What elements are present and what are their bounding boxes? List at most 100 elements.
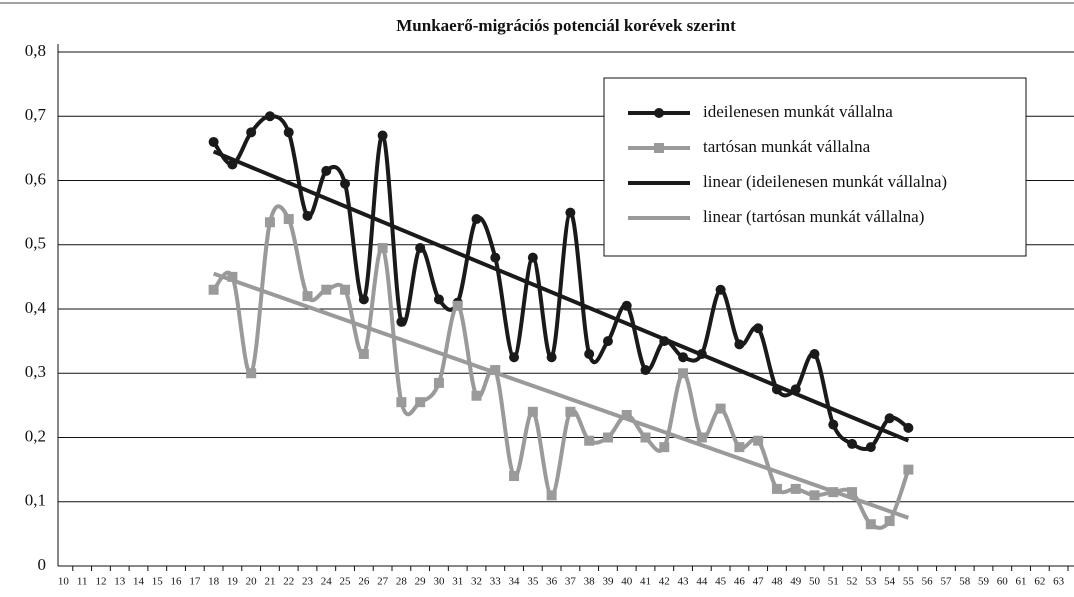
marker: [602, 336, 613, 347]
marker: [246, 368, 257, 379]
x-tick-label: 33: [490, 576, 502, 588]
marker: [790, 384, 801, 395]
marker: [546, 352, 557, 363]
marker: [358, 348, 369, 359]
marker: [640, 365, 651, 376]
marker: [602, 432, 613, 443]
marker: [302, 291, 313, 302]
marker: [565, 207, 576, 218]
x-tick-label: 43: [678, 576, 690, 588]
marker: [208, 284, 219, 295]
x-tick-label: 29: [415, 576, 427, 588]
x-tick-label: 18: [208, 576, 220, 588]
marker: [678, 352, 689, 363]
marker: [452, 300, 463, 311]
x-tick-label: 54: [884, 576, 896, 588]
marker: [584, 435, 595, 446]
x-tick-label: 60: [997, 576, 1009, 588]
x-tick-label: 38: [584, 576, 596, 588]
x-tick-label: 21: [264, 576, 275, 588]
x-tick-label: 56: [922, 576, 934, 588]
marker: [546, 490, 557, 501]
marker: [696, 348, 707, 359]
marker: [884, 413, 895, 424]
marker: [715, 284, 726, 295]
marker: [771, 384, 782, 395]
marker: [509, 471, 520, 482]
y-tick-label: 0,7: [25, 105, 47, 124]
x-tick-label: 63: [1053, 576, 1065, 588]
marker: [696, 432, 707, 443]
x-tick-label: 46: [734, 576, 746, 588]
marker: [828, 487, 839, 498]
x-tick-label: 11: [77, 576, 88, 588]
y-tick-label: 0,1: [25, 491, 46, 510]
marker: [678, 368, 689, 379]
y-tick-label: 0,2: [25, 426, 46, 445]
x-tick-label: 61: [1016, 576, 1027, 588]
marker: [734, 442, 745, 453]
marker: [433, 377, 444, 388]
x-tick-label: 39: [602, 576, 614, 588]
marker: [471, 390, 482, 401]
x-tick-label: 30: [433, 576, 445, 588]
marker: [471, 214, 482, 225]
x-tick-label: 19: [227, 576, 239, 588]
x-tick-label: 35: [527, 576, 539, 588]
x-tick-label: 17: [189, 576, 201, 588]
y-tick-label: 0,6: [25, 169, 46, 188]
legend-box: [603, 77, 1027, 257]
marker: [621, 300, 632, 311]
marker: [340, 178, 351, 189]
x-tick-label: 20: [246, 576, 258, 588]
x-tick-label: 25: [340, 576, 352, 588]
x-tick-label: 10: [58, 576, 70, 588]
x-tick-label: 52: [847, 576, 858, 588]
legend-marker: [654, 108, 664, 118]
x-tick-label: 55: [903, 576, 915, 588]
marker: [321, 284, 332, 295]
x-tick-label: 57: [940, 576, 952, 588]
marker: [809, 348, 820, 359]
marker: [903, 422, 914, 433]
marker: [865, 442, 876, 453]
x-tick-label: 53: [865, 576, 877, 588]
marker: [396, 397, 407, 408]
x-tick-label: 28: [396, 576, 408, 588]
marker: [377, 130, 388, 141]
x-tick-label: 58: [959, 576, 971, 588]
y-tick-label: 0,5: [25, 234, 46, 253]
marker: [753, 435, 764, 446]
marker: [509, 352, 520, 363]
x-tick-label: 24: [321, 576, 333, 588]
marker: [847, 487, 858, 498]
marker: [490, 252, 501, 263]
x-tick-label: 45: [715, 576, 727, 588]
x-tick-label: 48: [771, 576, 783, 588]
marker: [302, 210, 313, 221]
x-tick-label: 59: [978, 576, 990, 588]
x-tick-label: 13: [114, 576, 126, 588]
marker: [621, 410, 632, 421]
x-tick-label: 62: [1034, 576, 1045, 588]
x-tick-label: 49: [790, 576, 802, 588]
marker: [227, 271, 238, 282]
marker: [283, 214, 294, 225]
x-tick-label: 16: [171, 576, 183, 588]
marker: [659, 442, 670, 453]
marker: [358, 294, 369, 305]
y-tick-label: 0,8: [25, 41, 46, 60]
x-tick-label: 23: [302, 576, 314, 588]
marker: [264, 111, 275, 122]
legend-label: linear (ideilenesen munkát vállalna): [703, 172, 947, 191]
marker: [903, 464, 914, 475]
trend-line: [212, 271, 910, 520]
marker: [790, 483, 801, 494]
marker: [264, 217, 275, 228]
legend-marker: [654, 143, 664, 153]
marker: [584, 348, 595, 359]
marker: [865, 519, 876, 530]
marker: [246, 127, 257, 138]
legend-label: ideilenesen munkát vállalna: [703, 102, 893, 121]
